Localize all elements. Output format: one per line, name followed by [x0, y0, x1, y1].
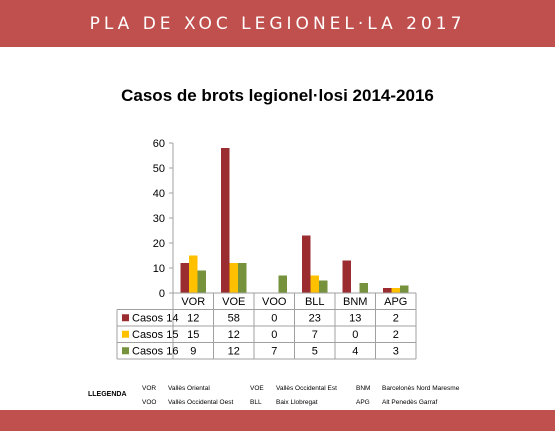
legend-title: LLEGENDA: [88, 391, 127, 398]
bar-bnm-series-1: [342, 260, 351, 293]
bar-apg-series-3: [400, 285, 409, 293]
legend-name: Vallès Oriental: [168, 385, 210, 392]
legend-name: Vallès Occidental Est: [276, 385, 337, 392]
table-value: 2: [393, 313, 399, 325]
legend-code: VOO: [142, 399, 157, 406]
table-value: 12: [187, 313, 199, 325]
x-category-label: BLL: [305, 296, 325, 308]
legend-item-vor: VOR Vallès Oriental: [142, 385, 210, 392]
bar-bll-series-3: [319, 280, 328, 293]
table-value: 7: [271, 346, 277, 358]
legend-swatch: [122, 314, 129, 322]
series-label: Casos 14: [132, 313, 178, 325]
table-value: 2: [393, 329, 399, 341]
table-value: 0: [271, 313, 277, 325]
table-value: 0: [352, 329, 358, 341]
table-value: 7: [312, 329, 318, 341]
series-label: Casos 16: [132, 346, 178, 358]
x-category-label: VOR: [181, 296, 205, 308]
bar-bll-series-1: [302, 235, 311, 293]
bar-voo-series-3: [278, 275, 287, 293]
table-value: 15: [187, 329, 199, 341]
table-value: 9: [190, 346, 196, 358]
legend-code: APG: [356, 399, 370, 406]
bar-vor-series-1: [180, 263, 189, 293]
bar-vor-series-2: [189, 255, 198, 293]
legend-swatch: [122, 330, 129, 338]
legend-name: Alt Penedès Garraf: [382, 399, 438, 406]
legend-item-voo: VOO Vallès Occidental Oest: [142, 399, 233, 406]
table-value: 12: [228, 346, 240, 358]
bar-apg-series-2: [391, 288, 400, 293]
x-category-label: VOE: [222, 296, 245, 308]
table-value: 0: [271, 329, 277, 341]
table-value: 23: [309, 313, 321, 325]
chart-title: Casos de brots legionel·losi 2014-2016: [121, 86, 434, 105]
legend-item-voe: VOE Vallès Occidental Est: [250, 385, 337, 392]
legend-swatch: [122, 347, 129, 355]
series-label: Casos 15: [132, 329, 178, 341]
legend-name: Baix Llobregat: [276, 399, 318, 406]
legend-item-bll: BLL Baix Llobregat: [250, 399, 318, 406]
y-tick-label: 40: [153, 188, 165, 200]
bar-bll-series-2: [310, 275, 319, 293]
legend-name: Barcelonès Nord Maresme: [382, 385, 460, 392]
y-tick-label: 10: [153, 263, 165, 275]
table-value: 12: [228, 329, 240, 341]
legend-block: LLEGENDA VOR Vallès Oriental VOO Vallès Oc…: [88, 381, 538, 409]
bar-voe-series-1: [221, 148, 230, 293]
legend-code: VOR: [142, 385, 157, 392]
bar-voe-series-2: [229, 263, 238, 293]
table-value: 58: [228, 313, 240, 325]
bar-voe-series-3: [238, 263, 247, 293]
x-category-label: BNM: [343, 296, 367, 308]
table-value: 4: [352, 346, 358, 358]
x-category-label: APG: [384, 296, 407, 308]
y-tick-label: 30: [153, 213, 165, 225]
legend-item-bnm: BNM Barcelonès Nord Maresme: [356, 385, 459, 392]
table-value: 13: [349, 313, 361, 325]
legend-item-apg: APG Alt Penedès Garraf: [356, 399, 437, 406]
bar-apg-series-1: [383, 288, 392, 293]
bar-vor-series-3: [197, 270, 206, 293]
bar-bnm-series-3: [359, 283, 368, 293]
legend-code: VOE: [250, 385, 264, 392]
y-tick-label: 20: [153, 238, 165, 250]
header-band: PLA DE XOC LEGIONEL·LA 2017: [0, 0, 555, 47]
table-value: 5: [312, 346, 318, 358]
page-title: PLA DE XOC LEGIONEL·LA 2017: [89, 13, 466, 34]
y-tick-label: 0: [159, 288, 165, 300]
table-value: 3: [393, 346, 399, 358]
legend-name: Vallès Occidental Oest: [168, 399, 234, 406]
x-category-label: VOO: [262, 296, 287, 308]
y-tick-label: 50: [153, 163, 165, 175]
legend-code: BLL: [250, 399, 262, 406]
y-tick-label: 60: [153, 138, 165, 150]
legend-code: BNM: [356, 385, 371, 392]
footer-band: [0, 410, 555, 431]
